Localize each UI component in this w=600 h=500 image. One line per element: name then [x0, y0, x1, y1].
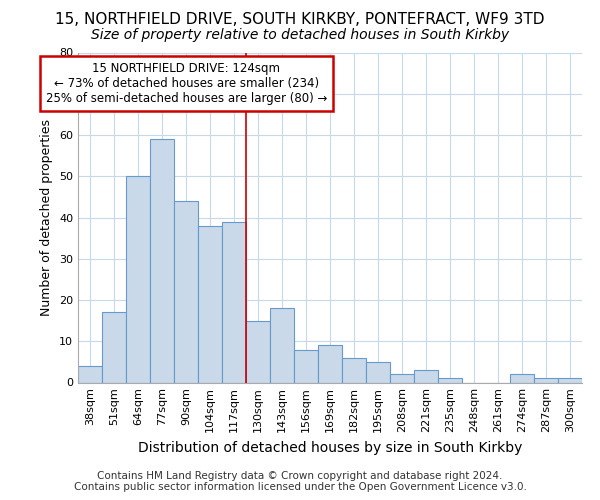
Bar — [366, 362, 390, 382]
Bar — [534, 378, 558, 382]
Bar — [198, 226, 222, 382]
Bar — [510, 374, 534, 382]
Bar — [126, 176, 150, 382]
X-axis label: Distribution of detached houses by size in South Kirkby: Distribution of detached houses by size … — [138, 441, 522, 455]
Text: Size of property relative to detached houses in South Kirkby: Size of property relative to detached ho… — [91, 28, 509, 42]
Bar — [318, 346, 342, 383]
Y-axis label: Number of detached properties: Number of detached properties — [40, 119, 53, 316]
Bar — [246, 320, 270, 382]
Bar — [438, 378, 462, 382]
Bar — [390, 374, 414, 382]
Bar — [270, 308, 294, 382]
Bar — [78, 366, 102, 382]
Bar — [558, 378, 582, 382]
Bar — [342, 358, 366, 382]
Bar — [414, 370, 438, 382]
Bar — [294, 350, 318, 382]
Bar — [150, 139, 174, 382]
Text: 15, NORTHFIELD DRIVE, SOUTH KIRKBY, PONTEFRACT, WF9 3TD: 15, NORTHFIELD DRIVE, SOUTH KIRKBY, PONT… — [55, 12, 545, 28]
Bar — [174, 201, 198, 382]
Text: Contains HM Land Registry data © Crown copyright and database right 2024.
Contai: Contains HM Land Registry data © Crown c… — [74, 471, 526, 492]
Bar — [222, 222, 246, 382]
Bar — [102, 312, 126, 382]
Text: 15 NORTHFIELD DRIVE: 124sqm
← 73% of detached houses are smaller (234)
25% of se: 15 NORTHFIELD DRIVE: 124sqm ← 73% of det… — [46, 62, 327, 106]
